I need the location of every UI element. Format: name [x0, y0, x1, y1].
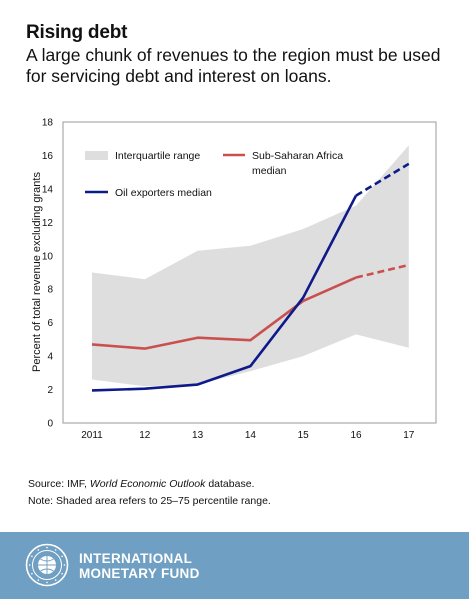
chart-subtitle: A large chunk of revenues to the region …: [26, 45, 441, 86]
x-tick-label: 16: [350, 430, 362, 441]
y-tick-label: 8: [47, 285, 53, 296]
org-name: INTERNATIONAL MONETARY FUND: [79, 551, 200, 581]
interquartile-range-band: [92, 145, 409, 387]
y-tick-label: 18: [42, 118, 54, 129]
x-tick-label: 17: [403, 430, 415, 441]
chart-title: Rising debt: [26, 22, 128, 43]
imf-footer: INTERNATIONAL MONETARY FUND: [0, 532, 469, 599]
legend-ssa-label-line1: Sub-Saharan Africa: [252, 150, 343, 162]
legend-oil-label: Oil exporters median: [115, 187, 212, 199]
y-tick-label: 2: [47, 385, 53, 396]
source-note: Source: IMF, World Economic Outlook data…: [28, 478, 255, 490]
legend-band-label: Interquartile range: [115, 150, 200, 162]
x-tick-label: 15: [298, 430, 310, 441]
debt-line-chart: 0 2 4 6 8 10 12 14 16 18 2011 12 13 14 15 16 17 Percent…: [31, 118, 437, 441]
x-tick-label: 12: [139, 430, 151, 441]
legend-ssa-label-line2: median: [252, 165, 287, 177]
shaded-area-note: Note: Shaded area refers to 25–75 percen…: [28, 495, 271, 507]
y-tick-label: 14: [42, 184, 54, 195]
x-tick-label: 2011: [81, 430, 103, 441]
y-tick-label: 6: [47, 318, 53, 329]
imf-seal-logo: [25, 543, 69, 587]
y-tick-label: 12: [42, 218, 54, 229]
y-axis-label: Percent of total revenue excluding grant…: [31, 172, 43, 372]
ssa-median-projection-line: [355, 263, 410, 279]
oil-exporters-median-line: [91, 194, 358, 392]
y-tick-label: 16: [42, 151, 54, 162]
y-tick-label: 0: [47, 419, 53, 430]
plot-frame: [62, 121, 437, 424]
ssa-median-line: [91, 276, 357, 350]
legend-band-swatch: [85, 151, 108, 160]
y-tick-label: 4: [47, 352, 53, 363]
x-tick-label: 14: [245, 430, 257, 441]
x-tick-label: 13: [192, 430, 204, 441]
y-tick-label: 10: [42, 251, 54, 262]
chart-notes: Source: IMF, World Economic Outlook data…: [28, 476, 448, 510]
